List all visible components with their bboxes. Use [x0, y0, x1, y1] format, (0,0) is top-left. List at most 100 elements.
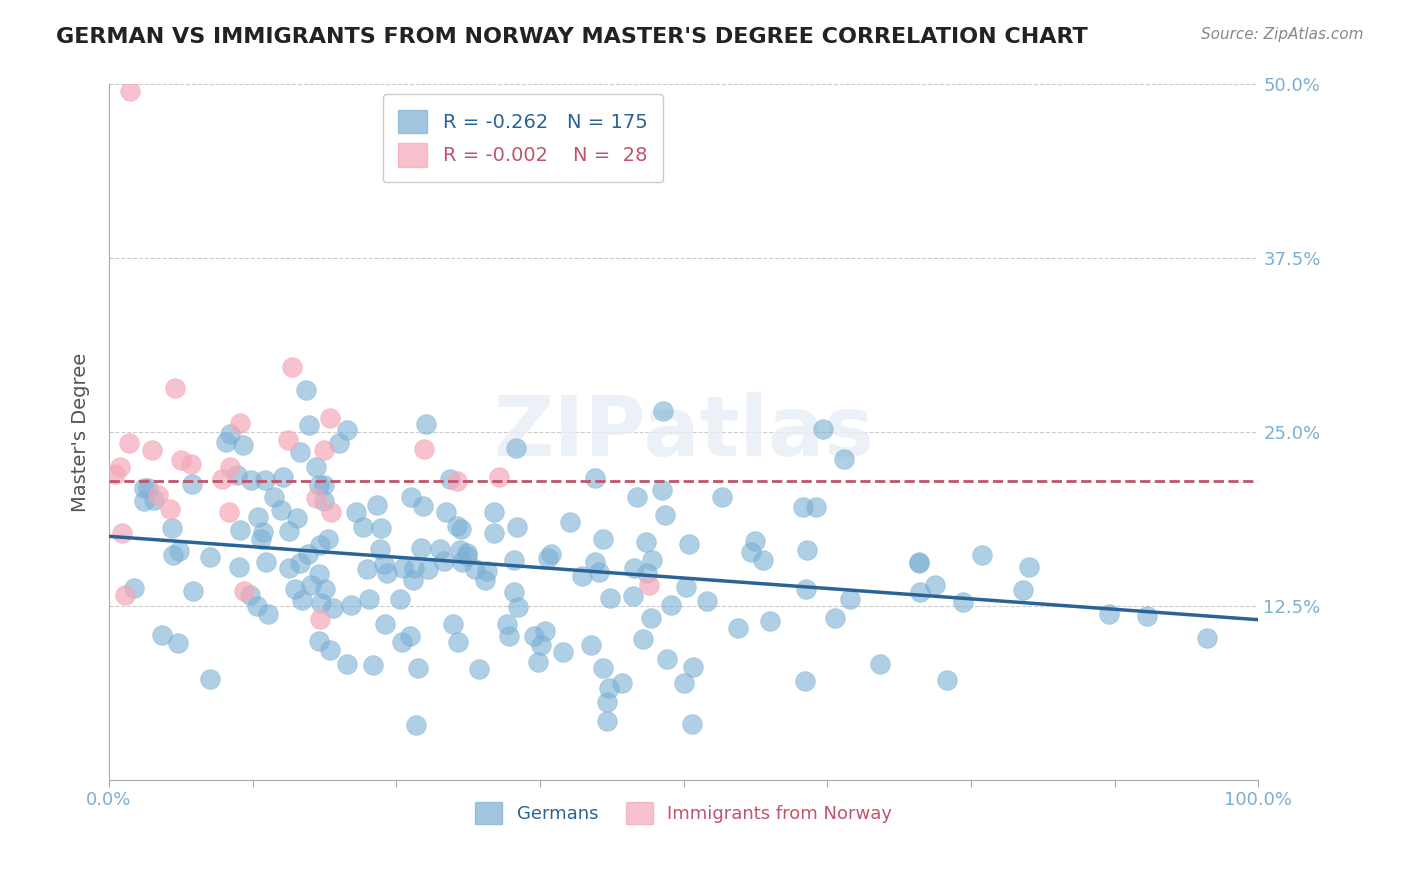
Point	[308, 478, 330, 492]
Point	[571, 569, 593, 583]
Point	[637, 577, 659, 591]
Point	[141, 442, 163, 457]
Point	[388, 591, 411, 606]
Point	[623, 561, 645, 575]
Point	[226, 467, 249, 482]
Point	[496, 616, 519, 631]
Point	[108, 460, 131, 475]
Point	[651, 483, 673, 497]
Point	[340, 598, 363, 612]
Point	[122, 581, 145, 595]
Point	[398, 629, 420, 643]
Point	[150, 628, 173, 642]
Point	[488, 470, 510, 484]
Point	[449, 543, 471, 558]
Point	[636, 566, 658, 581]
Point	[456, 549, 478, 564]
Point	[169, 543, 191, 558]
Point	[811, 422, 834, 436]
Point	[277, 433, 299, 447]
Point	[305, 491, 328, 506]
Point	[297, 547, 319, 561]
Point	[250, 532, 273, 546]
Point	[257, 607, 280, 621]
Point	[838, 592, 860, 607]
Point	[910, 585, 932, 599]
Point	[373, 558, 395, 572]
Point	[484, 505, 506, 519]
Point	[610, 676, 633, 690]
Point	[229, 416, 252, 430]
Point	[824, 611, 846, 625]
Y-axis label: Master's Degree: Master's Degree	[72, 352, 90, 512]
Point	[239, 588, 262, 602]
Point	[402, 573, 425, 587]
Point	[530, 638, 553, 652]
Point	[277, 561, 299, 575]
Point	[336, 423, 359, 437]
Point	[413, 442, 436, 456]
Point	[277, 524, 299, 539]
Point	[540, 547, 562, 561]
Point	[246, 599, 269, 613]
Point	[794, 582, 817, 596]
Point	[621, 590, 644, 604]
Point	[583, 555, 606, 569]
Point	[640, 611, 662, 625]
Point	[375, 566, 398, 580]
Point	[163, 381, 186, 395]
Point	[162, 549, 184, 563]
Point	[415, 417, 437, 432]
Point	[533, 624, 555, 638]
Point	[392, 561, 415, 575]
Point	[924, 578, 946, 592]
Point	[232, 437, 254, 451]
Point	[136, 481, 159, 495]
Point	[290, 556, 312, 570]
Point	[1136, 609, 1159, 624]
Point	[291, 593, 314, 607]
Point	[319, 642, 342, 657]
Point	[309, 612, 332, 626]
Point	[450, 555, 472, 569]
Point	[409, 541, 432, 555]
Point	[429, 542, 451, 557]
Point	[599, 591, 621, 605]
Point	[361, 658, 384, 673]
Point	[254, 555, 277, 569]
Point	[447, 635, 470, 649]
Point	[180, 458, 202, 472]
Point	[240, 473, 263, 487]
Point	[641, 553, 664, 567]
Point	[218, 504, 240, 518]
Point	[308, 634, 330, 648]
Point	[456, 546, 478, 560]
Point	[592, 532, 614, 546]
Point	[159, 501, 181, 516]
Point	[434, 505, 457, 519]
Point	[309, 596, 332, 610]
Point	[353, 520, 375, 534]
Point	[160, 521, 183, 535]
Point	[711, 490, 734, 504]
Point	[181, 584, 204, 599]
Point	[832, 452, 855, 467]
Point	[290, 445, 312, 459]
Point	[406, 661, 429, 675]
Point	[328, 435, 350, 450]
Point	[626, 490, 648, 504]
Point	[740, 544, 762, 558]
Point	[399, 491, 422, 505]
Point	[170, 453, 193, 467]
Point	[314, 493, 336, 508]
Point	[285, 511, 308, 525]
Point	[506, 519, 529, 533]
Point	[446, 518, 468, 533]
Point	[474, 573, 496, 587]
Point	[280, 359, 302, 374]
Point	[682, 660, 704, 674]
Point	[744, 533, 766, 548]
Text: GERMAN VS IMMIGRANTS FROM NORWAY MASTER'S DEGREE CORRELATION CHART: GERMAN VS IMMIGRANTS FROM NORWAY MASTER'…	[56, 27, 1088, 46]
Point	[498, 629, 520, 643]
Point	[215, 434, 238, 449]
